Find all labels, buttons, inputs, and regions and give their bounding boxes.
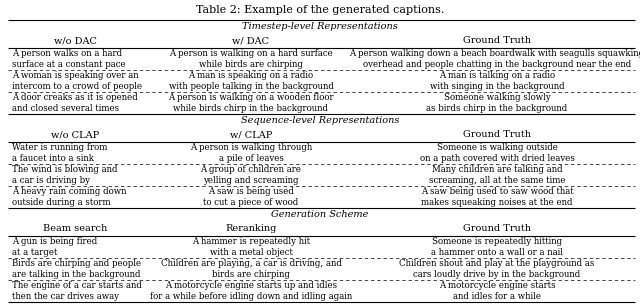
Text: A saw being used to saw wood that
makes squeaking noises at the end: A saw being used to saw wood that makes … <box>420 187 573 207</box>
Text: A man is talking on a radio
with singing in the background: A man is talking on a radio with singing… <box>429 71 564 91</box>
Text: Ground Truth: Ground Truth <box>463 130 531 139</box>
Text: w/ DAC: w/ DAC <box>232 36 269 45</box>
Text: Children are playing, a car is driving, and
birds are chirping: Children are playing, a car is driving, … <box>161 259 341 279</box>
Text: A gun is being fired
at a target: A gun is being fired at a target <box>12 237 97 257</box>
Text: A saw is being used
to cut a piece of wood: A saw is being used to cut a piece of wo… <box>204 187 299 207</box>
Text: A person is walking through
a pile of leaves: A person is walking through a pile of le… <box>190 143 312 163</box>
Text: w/o DAC: w/o DAC <box>54 36 97 45</box>
Text: w/ CLAP: w/ CLAP <box>230 130 272 139</box>
Text: Generation Scheme: Generation Scheme <box>271 210 369 219</box>
Text: A person walking down a beach boardwalk with seagulls squawking
overhead and peo: A person walking down a beach boardwalk … <box>349 49 640 69</box>
Text: Ground Truth: Ground Truth <box>463 224 531 233</box>
Text: Someone is repeatedly hitting
a hammer onto a wall or a nail: Someone is repeatedly hitting a hammer o… <box>431 237 563 257</box>
Text: Beam search: Beam search <box>44 224 108 233</box>
Text: The engine of a car starts and
then the car drives away: The engine of a car starts and then the … <box>12 281 142 301</box>
Text: A heavy rain coming down
outside during a storm: A heavy rain coming down outside during … <box>12 187 127 207</box>
Text: Reranking: Reranking <box>225 224 276 233</box>
Text: Birds are chirping and people
are talking in the background: Birds are chirping and people are talkin… <box>12 259 141 279</box>
Text: Table 2: Example of the generated captions.: Table 2: Example of the generated captio… <box>196 5 444 15</box>
Text: Many children are talking and
screaming, all at the same time: Many children are talking and screaming,… <box>429 165 565 185</box>
Text: A person walks on a hard
surface at a constant pace: A person walks on a hard surface at a co… <box>12 49 125 69</box>
Text: A motorcycle engine starts up and idles
for a while before idling down and idlin: A motorcycle engine starts up and idles … <box>150 281 352 301</box>
Text: A motorcycle engine starts
and idles for a while: A motorcycle engine starts and idles for… <box>439 281 556 301</box>
Text: Someone walking slowly
as birds chirp in the background: Someone walking slowly as birds chirp in… <box>426 93 568 113</box>
Text: Ground Truth: Ground Truth <box>463 36 531 45</box>
Text: Children shout and play at the playground as
cars loudly drive by in the backgro: Children shout and play at the playgroun… <box>399 259 595 279</box>
Text: w/o CLAP: w/o CLAP <box>51 130 100 139</box>
Text: Someone is walking outside
on a path covered with dried leaves: Someone is walking outside on a path cov… <box>420 143 575 163</box>
Text: The wind is blowing and
a car is driving by: The wind is blowing and a car is driving… <box>12 165 118 185</box>
Text: A group of children are
yelling and screaming: A group of children are yelling and scre… <box>200 165 301 185</box>
Text: Water is running from
a faucet into a sink: Water is running from a faucet into a si… <box>12 143 108 163</box>
Text: A woman is speaking over an
intercom to a crowd of people: A woman is speaking over an intercom to … <box>12 71 142 91</box>
Text: A person is walking on a wooden floor
while birds chirp in the background: A person is walking on a wooden floor wh… <box>168 93 334 113</box>
Text: A hammer is repeatedly hit
with a metal object: A hammer is repeatedly hit with a metal … <box>192 237 310 257</box>
Text: A man is speaking on a radio
with people talking in the background: A man is speaking on a radio with people… <box>168 71 333 91</box>
Text: Sequence-level Representations: Sequence-level Representations <box>241 116 399 125</box>
Text: A door creaks as it is opened
and closed several times: A door creaks as it is opened and closed… <box>12 93 138 113</box>
Text: Timestep-level Representations: Timestep-level Representations <box>242 22 398 31</box>
Text: A person is walking on a hard surface
while birds are chirping: A person is walking on a hard surface wh… <box>169 49 333 69</box>
